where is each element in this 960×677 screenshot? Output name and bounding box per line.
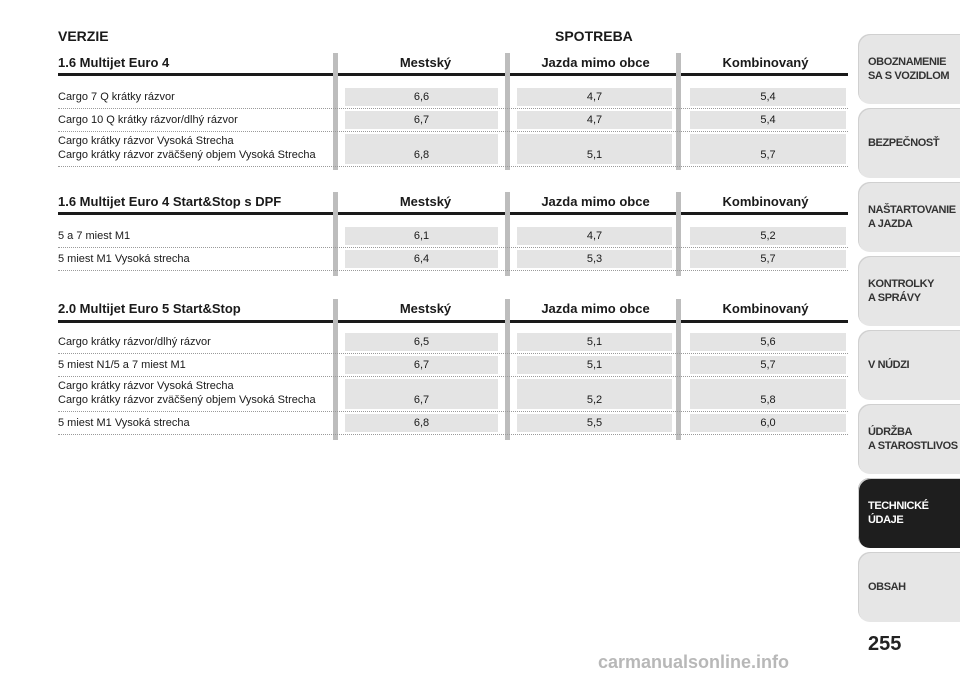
value-cell: 6,7 [345, 379, 498, 409]
chapter-tab-label: OBOZNAMENIE SA S VOZIDLOM [868, 56, 950, 82]
section-rule [58, 212, 848, 215]
page-number: 255 [868, 633, 902, 655]
value-cell: 5,7 [690, 356, 846, 374]
value-cell: 6,6 [345, 88, 498, 106]
column-header: Kombinovaný [722, 194, 809, 209]
section-rule [58, 320, 848, 323]
row-label: 5 miest N1/5 a 7 miest M1 [58, 359, 186, 371]
chapter-tab[interactable]: OBOZNAMENIE SA S VOZIDLOM [858, 34, 960, 104]
row-label: 5 a 7 miest M1 [58, 230, 131, 242]
value-cell: 6,1 [345, 227, 498, 245]
column-header: Mestský [399, 301, 452, 316]
value-cell: 6,5 [345, 333, 498, 351]
value-cell: 5,2 [690, 227, 846, 245]
value-cell: 4,7 [517, 88, 672, 106]
column-divider [676, 299, 681, 440]
column-header: Jazda mimo obce [541, 194, 650, 209]
value-cell: 4,7 [517, 111, 672, 129]
chapter-tab[interactable]: TECHNICKÉ ÚDAJE [858, 478, 960, 548]
value-cell: 5,5 [517, 414, 672, 432]
row-label: 5 miest M1 Vysoká strecha [58, 253, 190, 265]
value-cell: 6,7 [345, 356, 498, 374]
chapter-tab-label: V NÚDZI [868, 359, 910, 371]
row-label: Cargo krátky rázvor Vysoká Strecha Cargo… [58, 380, 316, 406]
row-separator [58, 166, 848, 167]
value-cell: 5,7 [690, 250, 846, 268]
row-separator [58, 270, 848, 271]
chapter-tab[interactable]: KONTROLKY A SPRÁVY [858, 256, 960, 326]
value-cell: 5,2 [517, 379, 672, 409]
value-cell: 4,7 [517, 227, 672, 245]
column-divider [333, 299, 338, 440]
chapter-tab-label: ÚDRŽBA A STAROSTLIVOS [868, 426, 958, 452]
row-label: Cargo krátky rázvor Vysoká Strecha Cargo… [58, 135, 316, 161]
column-divider [333, 192, 338, 276]
column-divider [505, 192, 510, 276]
chapter-tab-label: KONTROLKY A SPRÁVY [868, 278, 935, 304]
row-label: Cargo krátky rázvor/dlhý rázvor [58, 336, 211, 348]
value-cell: 5,1 [517, 333, 672, 351]
section-title: 1.6 Multijet Euro 4 Start&Stop s DPF [58, 194, 282, 209]
section-rule [58, 73, 848, 76]
value-cell: 5,6 [690, 333, 846, 351]
chapter-tab[interactable]: ÚDRŽBA A STAROSTLIVOS [858, 404, 960, 474]
column-divider [333, 53, 338, 170]
column-divider [505, 53, 510, 170]
section-title: 1.6 Multijet Euro 4 [58, 55, 170, 70]
value-cell: 6,8 [345, 414, 498, 432]
row-separator [58, 131, 848, 132]
value-cell: 6,0 [690, 414, 846, 432]
section-title: 2.0 Multijet Euro 5 Start&Stop [58, 301, 241, 316]
column-divider [676, 53, 681, 170]
column-header: Mestský [399, 55, 452, 70]
value-cell: 5,1 [517, 134, 672, 164]
chapter-tab[interactable]: OBSAH [858, 552, 960, 622]
value-cell: 5,1 [517, 356, 672, 374]
value-cell: 5,4 [690, 111, 846, 129]
value-cell: 5,7 [690, 134, 846, 164]
column-divider [505, 299, 510, 440]
row-label: 5 miest M1 Vysoká strecha [58, 417, 190, 429]
value-cell: 5,8 [690, 379, 846, 409]
value-cell: 5,3 [517, 250, 672, 268]
column-header: Kombinovaný [722, 301, 809, 316]
header-spotreba: SPOTREBA [555, 28, 633, 44]
row-label: Cargo 7 Q krátky rázvor [58, 91, 175, 103]
row-separator [58, 353, 848, 354]
row-separator [58, 411, 848, 412]
chapter-tab-label: BEZPEČNOSŤ [868, 137, 940, 149]
chapter-tab-label: TECHNICKÉ ÚDAJE [868, 500, 929, 526]
value-cell: 6,8 [345, 134, 498, 164]
chapter-tab[interactable]: NAŠTARTOVANIE A JAZDA [858, 182, 960, 252]
chapter-tab-label: OBSAH [868, 581, 906, 593]
watermark: carmanualsonline.info [598, 652, 790, 672]
column-header: Kombinovaný [722, 55, 809, 70]
value-cell: 5,4 [690, 88, 846, 106]
value-cell: 6,7 [345, 111, 498, 129]
chapter-tab[interactable]: BEZPEČNOSŤ [858, 108, 960, 178]
column-header: Jazda mimo obce [541, 55, 650, 70]
row-separator [58, 434, 848, 435]
chapter-tab-label: NAŠTARTOVANIE A JAZDA [868, 204, 956, 230]
value-cell: 6,4 [345, 250, 498, 268]
column-divider [676, 192, 681, 276]
column-header: Jazda mimo obce [541, 301, 650, 316]
row-separator [58, 108, 848, 109]
header-verzie: VERZIE [58, 28, 109, 44]
chapter-tab[interactable]: V NÚDZI [858, 330, 960, 400]
column-header: Mestský [399, 194, 452, 209]
row-separator [58, 376, 848, 377]
row-label: Cargo 10 Q krátky rázvor/dlhý rázvor [58, 114, 238, 126]
row-separator [58, 247, 848, 248]
